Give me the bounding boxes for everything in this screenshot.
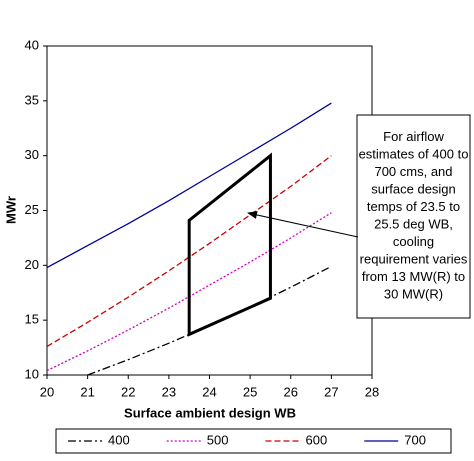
x-tick-label: 27 [324,384,338,399]
x-axis-title: Surface ambient design WB [124,405,296,420]
series-line [46,102,332,269]
x-tick-label: 24 [202,384,216,399]
y-tick-label: 40 [25,37,39,52]
annotation-text: For airflow [383,129,444,144]
y-tick-label: 10 [25,366,39,381]
annotation-text: 700 cms, and [374,164,452,179]
x-tick-label: 22 [121,384,135,399]
annotation-text: requirement varies [360,252,468,267]
x-tick-label: 21 [80,384,94,399]
annotation-text: surface design [371,182,456,197]
annotation-box [356,114,471,319]
y-axis-title: MWr [3,196,18,224]
annotation-text: 25.5 deg WB, [374,217,453,232]
x-tick-label: 25 [243,384,257,399]
legend-label: 700 [404,432,426,447]
series-line [87,265,332,376]
design-region [187,152,272,337]
annotation-text: from 13 MW(R) to [362,269,465,284]
x-tick-label: 26 [284,384,298,399]
x-tick-label: 23 [162,384,176,399]
annotation-text: temps of 23.5 to [367,199,460,214]
x-tick-label: 28 [365,384,379,399]
y-tick-label: 20 [25,257,39,272]
y-tick-label: 35 [25,92,39,107]
annotation-text: 30 MW(R) [384,287,443,302]
annotation-text: cooling [393,234,434,249]
y-tick-label: 15 [25,312,39,327]
annotation-arrow [247,211,359,238]
legend-label: 600 [306,432,328,447]
y-tick-label: 30 [25,147,39,162]
y-tick-label: 25 [25,202,39,217]
legend-label: 500 [207,432,229,447]
x-tick-label: 20 [40,384,54,399]
annotation-text: estimates of 400 to [359,147,469,162]
legend-label: 400 [108,432,130,447]
plot-layer [46,102,332,376]
